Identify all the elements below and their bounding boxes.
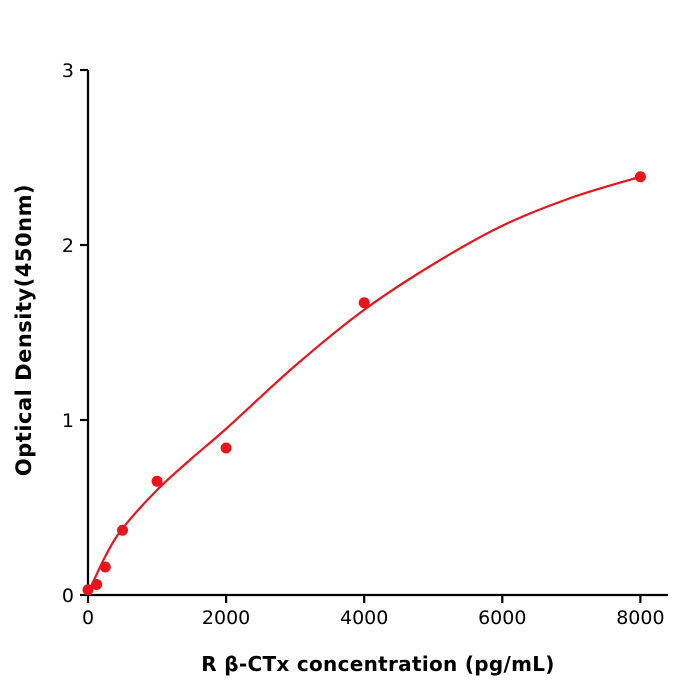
- data-point-marker: [220, 442, 232, 454]
- fit-curve-path: [86, 175, 642, 595]
- data-point-marker: [99, 561, 111, 573]
- y-axis-title: Optical Density(450nm): [12, 183, 36, 477]
- x-tick-label: 0: [82, 607, 94, 629]
- data-point-marker: [151, 475, 163, 487]
- data-point-marker: [634, 171, 646, 183]
- y-tick-label: 0: [62, 585, 74, 607]
- x-tick-label: 4000: [340, 607, 388, 629]
- fitted-curve: [86, 175, 642, 595]
- x-tick-label: 2000: [202, 607, 250, 629]
- data-point-marker: [91, 579, 103, 590]
- data-point-marker: [82, 584, 94, 596]
- y-tick-label: 3: [62, 60, 74, 82]
- y-tick-label: 2: [62, 235, 74, 257]
- data-points: [82, 171, 646, 596]
- data-point-marker: [358, 297, 370, 309]
- x-axis-title: R β-CTx concentration (pg/mL): [201, 652, 555, 676]
- tick-labels: 0 2000 4000 6000 8000 0 1 2 3: [62, 60, 665, 629]
- y-tick-label: 1: [62, 410, 74, 432]
- tick-marks: [80, 68, 642, 603]
- data-point-marker: [117, 524, 129, 536]
- x-tick-label: 8000: [616, 607, 664, 629]
- x-tick-label: 6000: [478, 607, 526, 629]
- axes: [86, 70, 668, 597]
